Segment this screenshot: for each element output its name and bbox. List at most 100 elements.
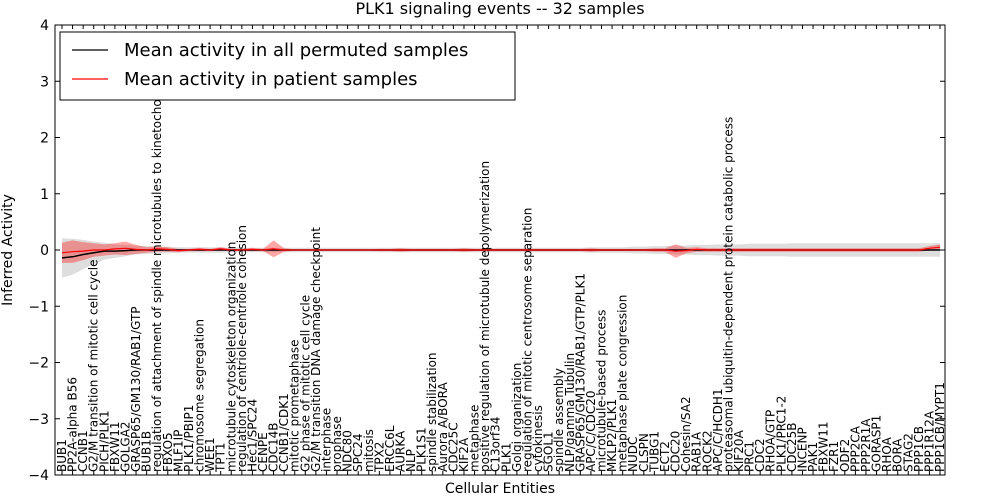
x-tick-label: Golgi organization	[510, 363, 524, 472]
x-tick-label: STAG2	[901, 433, 915, 472]
x-tick-label: ROCK2	[700, 430, 714, 472]
x-tick-label: G2/M transition DNA damage checkpoint	[309, 227, 323, 472]
x-tick-label: PPP1R12A	[922, 410, 936, 472]
x-tick-label: FZR1	[827, 441, 841, 472]
legend: Mean activity in all permuted samples Me…	[59, 31, 516, 101]
x-tick-label: cytokinesis	[531, 405, 545, 472]
x-tick-label: regulation of centriole-centriole cohesi…	[235, 225, 249, 472]
x-tick-label: SGOL1	[542, 431, 556, 472]
x-tick-label: APC/C/CDC20	[584, 390, 598, 472]
x-tick-label: Cohesin/SA2	[679, 396, 693, 472]
x-tick-label: INCENP	[795, 427, 809, 472]
x-tick-label: PRC1	[743, 441, 757, 472]
y-axis: −4 −3 −2 −1 0 1 2 3 4	[28, 18, 945, 484]
y-tick-label: 1	[40, 187, 49, 203]
x-tick-label: PLK1/PBIP1	[182, 405, 196, 472]
legend-label-patient: Mean activity in patient samples	[124, 69, 418, 90]
band-patient	[62, 240, 940, 263]
x-tick-label: GORASP1	[870, 415, 884, 472]
y-tick-label: −2	[28, 356, 49, 372]
x-tick-label: ECT2	[658, 441, 672, 472]
x-tick-label: metaphase	[468, 405, 482, 472]
x-axis-title: Cellular Entities	[445, 481, 555, 497]
x-tick-label: PPP2CA	[848, 425, 862, 472]
x-tick-label: PPP2R1A	[859, 418, 873, 472]
x-tick-label: MKLP2/PLK1	[605, 399, 619, 472]
x-tick-label: APC/C/HCDH1	[711, 388, 725, 472]
x-tick-label: CDC14B	[267, 423, 281, 473]
x-tick-label: TPT1	[214, 442, 228, 473]
series-line-patient	[61, 246, 941, 254]
x-tick-label: CDC25B	[785, 423, 799, 473]
x-tick-label: spindle stabilization	[425, 352, 439, 472]
x-tick-label: RHOA	[880, 436, 894, 472]
x-tick-label: mitosis	[362, 429, 376, 472]
x-tick-label: CCNB1	[76, 430, 90, 472]
x-tick-label: BUB1	[55, 439, 69, 472]
x-tick-label: CLSPN	[637, 433, 651, 472]
x-tick-label: RAB1A	[690, 431, 704, 472]
x-tick-label: CENPE	[256, 432, 270, 472]
y-tick-label: 2	[40, 131, 49, 147]
bands	[62, 238, 940, 278]
x-tick-label: ERCC6L	[383, 425, 397, 472]
legend-box	[59, 31, 516, 101]
x-tick-label: NLP/gamma Tubulin	[563, 353, 577, 472]
band-permuted	[62, 238, 940, 278]
x-tick-label: microtubule cytoskeleton organization	[224, 242, 238, 472]
x-tick-label: microtubule-based process	[594, 310, 608, 472]
x-tick-label: PLK1	[499, 443, 513, 472]
x-tick-label: positive regulation of microtubule depol…	[478, 161, 492, 472]
x-tick-label: GOLGA2	[118, 421, 132, 472]
x-tick-label: CDC2	[753, 438, 767, 472]
x-tick-label: MLF1IP	[171, 430, 185, 472]
y-axis-title: Inferred Activity	[0, 194, 16, 306]
chart-title: PLK1 signaling events -- 32 samples	[355, 0, 644, 18]
y-tick-label: 4	[40, 18, 49, 34]
legend-label-permuted: Mean activity in all permuted samples	[124, 40, 468, 61]
y-tick-label: −1	[28, 299, 49, 315]
series-lines	[61, 246, 941, 259]
x-tick-label: chromosome segregation	[193, 319, 207, 472]
x-tick-label: PICH/PLK1	[97, 410, 111, 472]
x-tick-label: RHOA/GTP	[764, 410, 778, 472]
x-tick-label: spindle assembly	[552, 368, 566, 472]
x-tick-label: FBXW11	[817, 422, 831, 473]
x-tick-label: interphase	[319, 408, 333, 472]
x-tick-label: PLK1S1	[415, 427, 429, 472]
x-tick-label: WEE1	[203, 437, 217, 472]
x-tick-label: regulation of mitotic centrosome separat…	[520, 208, 534, 472]
x-tick-label: prophase	[330, 416, 344, 472]
y-tick-label: 3	[40, 74, 49, 90]
x-tick-label: CCNB1/CDK1	[277, 393, 291, 472]
x-tick-label: TPX2	[372, 442, 386, 473]
x-tick-label: NDC80	[341, 430, 355, 472]
x-tick-label: BORA	[891, 438, 905, 472]
x-tick-label: KIF20A	[732, 429, 746, 472]
x-tick-label: ODF2	[838, 439, 852, 472]
x-tick-label: G2 phase of mitotic cell cycle	[298, 295, 312, 472]
y-tick-label: −4	[28, 468, 49, 484]
x-tick-label: G2/M transition of mitotic cell cycle	[87, 259, 101, 472]
x-tick-label: metaphase plate congression	[616, 295, 630, 472]
x-tick-label: CDC25C	[446, 422, 460, 472]
x-tick-label: C13orf34	[489, 417, 503, 472]
x-tick-label: PP2A-alpha B56	[66, 377, 80, 472]
x-tick-label: proteasomal ubiquitin-dependent protein …	[721, 117, 735, 472]
x-tick-label: NUDC	[626, 437, 640, 472]
x-tick-label: PPP1CB	[912, 426, 926, 472]
y-tick-label: −3	[28, 412, 49, 428]
x-tick-label: mitotic prometaphase	[288, 340, 302, 473]
x-tick-label: PLK1/PRC1-2	[774, 396, 788, 472]
plot-frame	[54, 24, 946, 476]
x-tick-label: AURKA	[394, 430, 408, 472]
x-tick-label: SPC24	[351, 433, 365, 472]
x-tick-label: regulation of attachment of spindle micr…	[150, 87, 164, 472]
x-tick-label: KIF2A	[457, 437, 471, 472]
x-tick-label: FBXO5	[161, 432, 175, 472]
x-tick-label: PAK1	[806, 442, 820, 472]
x-axis	[61, 25, 941, 475]
x-tick-label: GRASP65/GM130/RAB1/GTP/PLK1	[573, 273, 587, 472]
